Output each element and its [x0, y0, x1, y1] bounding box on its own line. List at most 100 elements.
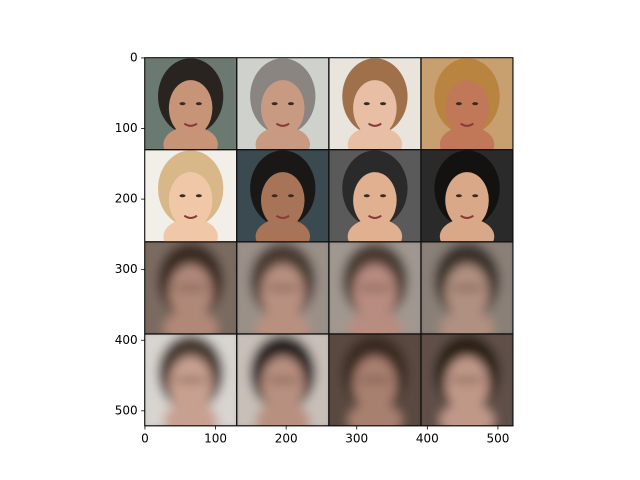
neck	[347, 402, 403, 426]
blurred-face	[421, 334, 513, 426]
eye	[472, 102, 479, 106]
image-tile	[145, 242, 237, 334]
tile-content	[145, 334, 237, 426]
blurred-face	[421, 242, 513, 334]
eye	[287, 102, 294, 106]
eye	[195, 102, 202, 106]
blurred-face	[329, 334, 421, 426]
tile-content	[237, 242, 329, 334]
neck	[255, 310, 310, 334]
eye-shadow	[172, 284, 209, 291]
image-tile	[145, 150, 237, 242]
tile-content	[421, 58, 513, 149]
eye	[472, 194, 479, 198]
tile-content	[329, 334, 421, 426]
neck	[163, 126, 218, 149]
face	[445, 172, 489, 229]
image-tile	[421, 150, 513, 242]
eye-shadow	[356, 284, 394, 291]
tile-content	[237, 334, 329, 426]
image-tile	[145, 334, 237, 426]
eye-shadow	[356, 376, 394, 383]
face	[445, 356, 489, 413]
image-tile	[237, 58, 329, 149]
neck	[255, 218, 310, 242]
face	[168, 356, 213, 413]
tile-content	[421, 150, 513, 242]
eye	[455, 194, 462, 198]
eye	[195, 194, 202, 198]
image-tile	[421, 242, 513, 334]
x-tick-label: 200	[275, 432, 298, 446]
eye	[271, 102, 278, 106]
tile-content	[145, 58, 237, 149]
y-tick-label: 300	[115, 262, 138, 276]
x-tick-label: 0	[141, 432, 149, 446]
blurred-face	[145, 242, 237, 334]
image-tile	[329, 242, 421, 334]
neck	[347, 218, 403, 242]
image-tile	[237, 150, 329, 242]
image-tile	[237, 242, 329, 334]
y-tick-label: 200	[115, 192, 138, 206]
neck	[439, 402, 495, 426]
eye-shadow	[448, 284, 486, 291]
eye	[380, 194, 387, 198]
face	[445, 80, 489, 137]
mouth	[275, 214, 290, 219]
image-tile	[421, 58, 513, 149]
tile-content	[421, 242, 513, 334]
tile-content	[329, 242, 421, 334]
face	[353, 356, 397, 413]
image-tile	[145, 58, 237, 149]
eye-shadow	[448, 376, 486, 383]
tile-content	[329, 150, 421, 242]
mouth	[183, 214, 198, 219]
tile-content	[329, 58, 421, 149]
image-grid	[144, 57, 514, 426]
tile-content	[145, 150, 237, 242]
neck	[163, 310, 218, 334]
tile-content	[421, 334, 513, 426]
x-tick-label: 300	[345, 432, 368, 446]
image-tile	[421, 334, 513, 426]
image-tile	[329, 58, 421, 149]
eye-shadow	[264, 376, 301, 383]
eye	[363, 102, 370, 106]
neck	[347, 310, 403, 334]
neck	[439, 310, 495, 334]
mouth	[275, 122, 290, 127]
face	[261, 80, 305, 137]
eye	[287, 194, 294, 198]
blurred-face	[237, 334, 329, 426]
face	[261, 264, 305, 321]
mouth	[367, 122, 382, 127]
face	[261, 356, 305, 413]
face	[261, 172, 305, 229]
neck	[255, 402, 310, 426]
eye	[363, 194, 370, 198]
neck	[163, 218, 218, 242]
x-tick-label: 100	[204, 432, 227, 446]
tile-content	[237, 150, 329, 242]
eye-shadow	[172, 376, 209, 383]
eye-shadow	[264, 284, 301, 291]
tile-content	[237, 58, 329, 149]
y-tick-label: 100	[115, 121, 138, 135]
image-tile	[329, 334, 421, 426]
eye	[271, 194, 278, 198]
mouth	[460, 214, 474, 219]
x-tick-label: 500	[486, 432, 509, 446]
neck	[347, 126, 403, 149]
axes-frame	[144, 57, 514, 427]
y-tick-label: 500	[115, 403, 138, 417]
blurred-face	[145, 334, 237, 426]
y-tick-label: 400	[115, 333, 138, 347]
face	[353, 80, 397, 137]
face	[353, 172, 397, 229]
eye	[455, 102, 462, 106]
neck	[255, 126, 310, 149]
face	[168, 80, 213, 137]
